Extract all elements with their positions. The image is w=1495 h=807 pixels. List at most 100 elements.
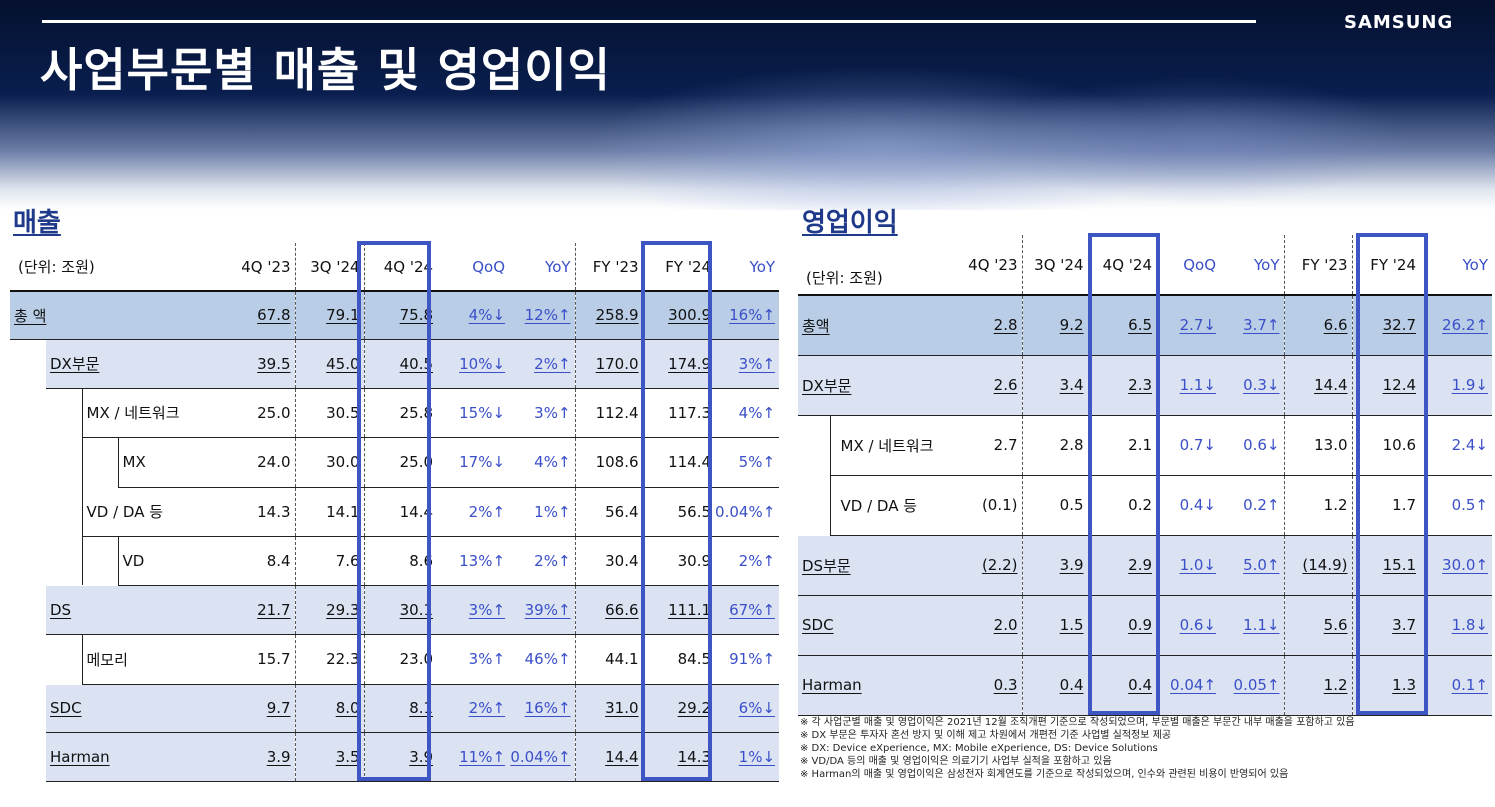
cell-change: 4%↑: [715, 388, 780, 438]
cell-change: 67%↑: [715, 585, 780, 635]
cell-value: 112.4: [575, 388, 644, 438]
cell-change: 2%↑: [509, 339, 576, 389]
cell-change: 0.6↓: [1220, 415, 1285, 476]
revenue-row-sdc: SDC 9.7 8.0 8.1 2%↑ 16%↑ 31.0 29.2 6%↓: [10, 684, 780, 733]
indent-spacer: [46, 487, 83, 536]
cell-value: 22.3: [295, 634, 365, 685]
indent-spacer: [82, 536, 119, 585]
cell-value: 1.5: [1022, 595, 1089, 656]
row-label: MX: [118, 437, 219, 488]
footnote: ※ DX: Device eXperience, MX: Mobile eXpe…: [800, 743, 1158, 754]
revenue-header-row: (단위: 조원) 4Q '23 3Q '24 4Q '24 QoQ YoY FY…: [10, 243, 780, 292]
indent-spacer: [10, 732, 46, 781]
cell-value: 84.5: [643, 634, 716, 685]
cell-value: 45.0: [295, 339, 365, 389]
operating-profit-section-title: 영업이익: [802, 208, 898, 238]
op-row-ds: DS부문 (2.2) 3.9 2.9 1.0↓ 5.0↑ (14.9) 15.1…: [798, 535, 1493, 596]
cell-change: 2%↑: [509, 536, 576, 586]
row-label: DX부문: [798, 355, 957, 416]
cell-change: 10%↓: [437, 339, 510, 389]
header-rule: [42, 20, 1256, 23]
footnote: ※ Harman의 매출 및 영업이익은 삼성전자 회계연도를 기준으로 작성되…: [800, 769, 1289, 780]
revenue-section-title: 매출: [13, 208, 61, 238]
footnotes: ※ 각 사업군별 매출 및 영업이익은 2021년 12월 조직개편 기준으로 …: [800, 716, 1355, 781]
cell-value: 14.4: [364, 487, 438, 537]
operating-profit-table: (단위: 조원) 4Q '23 3Q '24 4Q '24 QoQ YoY FY…: [798, 235, 1493, 716]
revenue-row-vd: VD 8.4 7.6 8.6 13%↑ 2%↑ 30.4 30.9 2%↑: [10, 536, 780, 586]
indent-spacer: [46, 536, 83, 585]
operating-profit-unit-label: (단위: 조원): [798, 235, 957, 296]
page-title: 사업부문별 매출 및 영업이익: [40, 43, 611, 97]
cell-change: 0.6↓: [1156, 595, 1221, 656]
cell-change: 39%↑: [509, 585, 576, 635]
cell-value: 2.3: [1088, 355, 1157, 416]
cell-change: 11%↑: [437, 732, 510, 782]
cell-value: 300.9: [643, 291, 716, 340]
cell-change: 2%↑: [715, 536, 780, 586]
indent-spacer: [10, 437, 46, 487]
cell-value: 15.7: [218, 634, 296, 685]
cell-value: 14.3: [643, 732, 716, 782]
op-header-fy23: FY '23: [1284, 235, 1353, 296]
revenue-header-qoq: QoQ: [437, 243, 510, 292]
cell-value: 32.7: [1352, 295, 1421, 356]
cell-value: 14.3: [218, 487, 296, 537]
operating-profit-header-row: (단위: 조원) 4Q '23 3Q '24 4Q '24 QoQ YoY FY…: [798, 235, 1493, 296]
cell-change: 5.0↑: [1220, 535, 1285, 596]
row-label: MX / 네트워크: [830, 415, 957, 476]
op-row-vd-da: VD / DA 등 (0.1) 0.5 0.2 0.4↓ 0.2↑ 1.2 1.…: [798, 475, 1493, 536]
cell-value: 56.4: [575, 487, 644, 537]
revenue-row-ds: DS 21.7 29.3 30.1 3%↑ 39%↑ 66.6 111.1 67…: [10, 585, 780, 635]
cell-value: 7.6: [295, 536, 365, 586]
cell-change: 46%↑: [509, 634, 576, 685]
cell-value: 117.3: [643, 388, 716, 438]
cell-value: 14.4: [575, 732, 644, 782]
revenue-unit-label: (단위: 조원): [10, 243, 219, 292]
revenue-row-vd-da: VD / DA 등 14.3 14.1 14.4 2%↑ 1%↑ 56.4 56…: [10, 487, 780, 537]
cell-value: 1.2: [1284, 655, 1353, 716]
cell-change: 0.04%↑: [715, 487, 780, 537]
cell-change: 1%↓: [715, 732, 780, 782]
cell-change: 1.9↓: [1420, 355, 1493, 416]
cell-value: 3.5: [295, 732, 365, 782]
revenue-header-4q23: 4Q '23: [218, 243, 296, 292]
cell-value: 108.6: [575, 437, 644, 488]
cell-change: 91%↑: [715, 634, 780, 685]
cell-change: 2.4↓: [1420, 415, 1493, 476]
op-row-sdc: SDC 2.0 1.5 0.9 0.6↓ 1.1↓ 5.6 3.7 1.8↓: [798, 595, 1493, 656]
cell-value: 12.4: [1352, 355, 1421, 416]
cell-value: 66.6: [575, 585, 644, 635]
cell-value: 2.8: [956, 295, 1023, 356]
revenue-header-fy23: FY '23: [575, 243, 644, 292]
indent-spacer: [798, 415, 831, 475]
cell-value: 2.6: [956, 355, 1023, 416]
footnote: ※ DX 부문은 투자자 혼선 방지 및 이해 제고 차원에서 개편전 기준 사…: [800, 730, 1172, 741]
cell-value: 67.8: [218, 291, 296, 340]
cell-change: 0.04%↑: [509, 732, 576, 782]
cell-value: 111.1: [643, 585, 716, 635]
footnote: ※ 각 사업군별 매출 및 영업이익은 2021년 12월 조직개편 기준으로 …: [800, 717, 1355, 728]
cell-change: 4%↑: [509, 437, 576, 488]
cell-value: 23.0: [364, 634, 438, 685]
cell-change: 3%↑: [437, 634, 510, 685]
cell-value: 44.1: [575, 634, 644, 685]
indent-spacer: [10, 536, 46, 585]
cell-value: 3.9: [1022, 535, 1089, 596]
cell-value: 13.0: [1284, 415, 1353, 476]
cell-change: 3%↑: [437, 585, 510, 635]
cell-change: 16%↑: [509, 684, 576, 733]
cell-value: 15.1: [1352, 535, 1421, 596]
samsung-logo: SAMSUNG: [1344, 12, 1454, 33]
cell-change: 0.5↑: [1420, 475, 1493, 536]
cell-change: 0.05↑: [1220, 655, 1285, 716]
cell-change: 12%↑: [509, 291, 576, 340]
cell-value: 10.6: [1352, 415, 1421, 476]
cell-value: 30.0: [295, 437, 365, 488]
cell-value: 3.9: [218, 732, 296, 782]
revenue-row-dx: DX부문 39.5 45.0 40.5 10%↓ 2%↑ 170.0 174.9…: [10, 339, 780, 389]
indent-spacer: [10, 388, 46, 437]
cell-value: 2.9: [1088, 535, 1157, 596]
revenue-header-fy-yoy: YoY: [715, 243, 780, 292]
cell-change: 17%↓: [437, 437, 510, 488]
op-row-total: 총액 2.8 9.2 6.5 2.7↓ 3.7↑ 6.6 32.7 26.2↑: [798, 295, 1493, 356]
